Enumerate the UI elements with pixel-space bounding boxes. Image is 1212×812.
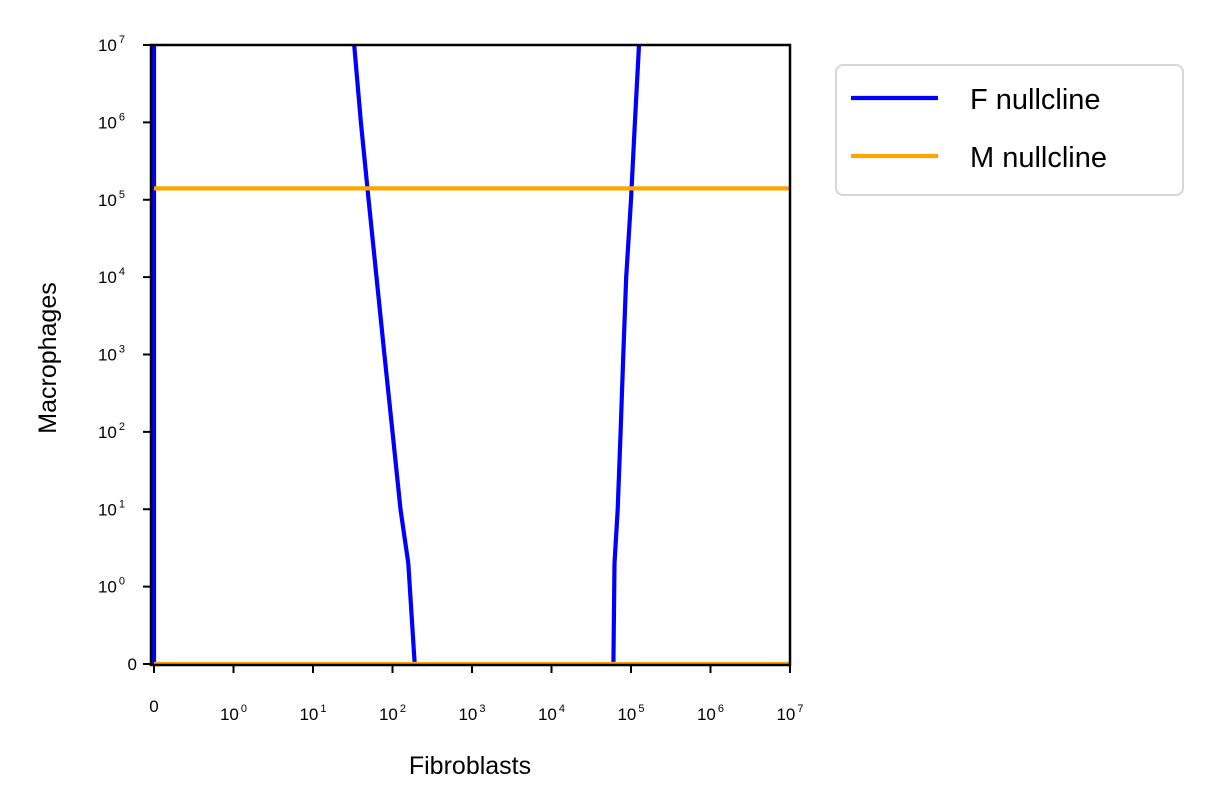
x-tick-label: 10 7 bbox=[776, 703, 803, 724]
f-nullcline-legend-label: F nullcline bbox=[970, 84, 1101, 116]
x-tick-label: 10 0 bbox=[220, 703, 247, 724]
plot-frame bbox=[149, 43, 792, 667]
x-tick-label: 10 6 bbox=[697, 703, 724, 724]
y-tick-label: 10 6 bbox=[98, 111, 125, 132]
y-tick-label: 10 2 bbox=[98, 421, 125, 442]
x-tick-label: 10 2 bbox=[379, 703, 406, 724]
x-tick-label: 10 3 bbox=[458, 703, 485, 724]
x-tick-label: 10 4 bbox=[538, 703, 565, 724]
y-tick-label: 10 7 bbox=[98, 34, 125, 55]
y-tick-label: 10 3 bbox=[98, 344, 125, 365]
series-layer bbox=[151, 44, 790, 667]
y-tick-label: 10 1 bbox=[98, 498, 125, 519]
legend: F nullcline M nullcline bbox=[835, 64, 1184, 196]
m-nullcline-legend-label: M nullcline bbox=[970, 142, 1107, 174]
y-axis-label: Macrophages bbox=[34, 282, 62, 433]
x-tick-label: 10 5 bbox=[617, 703, 644, 724]
y-tick-label: 10 4 bbox=[98, 266, 125, 287]
f-nullcline-line-3 bbox=[611, 44, 642, 665]
y-tick-label: 10 5 bbox=[98, 189, 125, 210]
y-tick-label: 0 bbox=[128, 655, 137, 674]
x-axis-label: Fibroblasts bbox=[409, 752, 531, 780]
f-nullcline-line-2 bbox=[352, 44, 417, 665]
y-tick-label: 10 0 bbox=[98, 576, 125, 597]
ticks-layer: 0 10 0 10 1 10 2 10 3 10 4 10 5 10 6 10 7 0 10 0 10 1 10 2 10 3 10… bbox=[98, 34, 804, 724]
x-tick-label: 10 1 bbox=[299, 703, 326, 724]
x-tick-label: 0 bbox=[149, 697, 158, 716]
